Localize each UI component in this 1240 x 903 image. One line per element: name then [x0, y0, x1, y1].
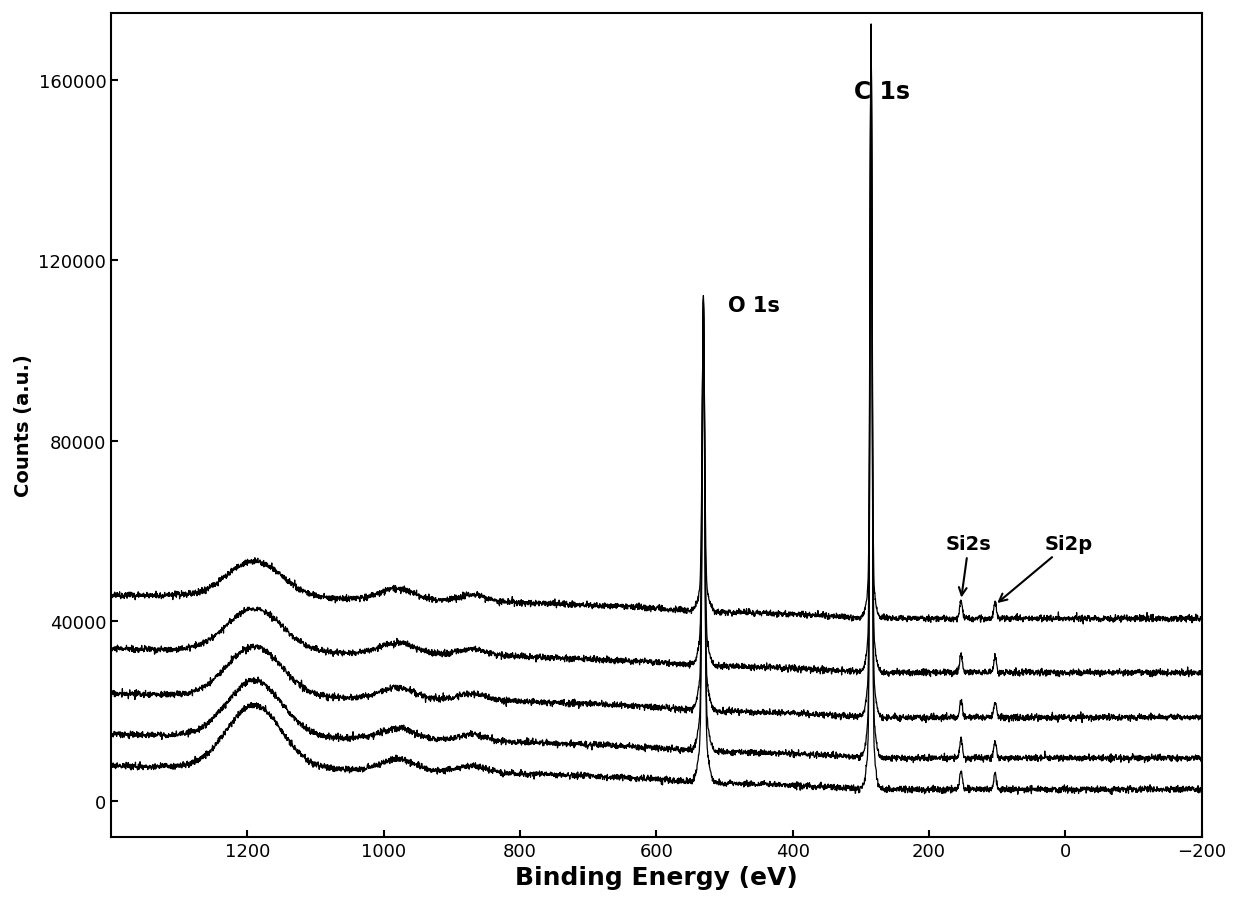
Text: O 1s: O 1s	[728, 295, 780, 315]
Y-axis label: Counts (a.u.): Counts (a.u.)	[14, 354, 33, 497]
Text: Si2p: Si2p	[999, 534, 1092, 602]
X-axis label: Binding Energy (eV): Binding Energy (eV)	[515, 865, 797, 889]
Text: C 1s: C 1s	[854, 79, 910, 104]
Text: Si2s: Si2s	[946, 534, 992, 596]
